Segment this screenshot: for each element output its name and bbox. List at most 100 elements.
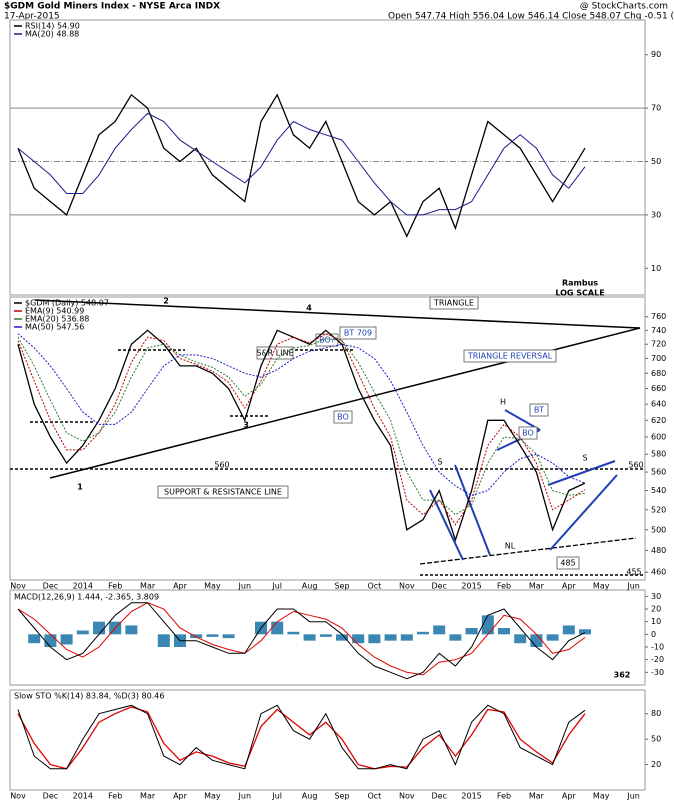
histogram-bar xyxy=(514,634,527,644)
x-tick-label: Nov xyxy=(399,792,415,800)
legend: MACD(12,26,9) 1.444, -2.365, 3.809 xyxy=(14,593,159,602)
x-tick-label: Mar xyxy=(140,582,156,591)
y-tick-label: 10 xyxy=(651,617,661,626)
x-tick-label: Aug xyxy=(302,792,318,800)
annotation-box xyxy=(463,349,557,363)
series-line xyxy=(17,329,586,543)
x-tick-label: May xyxy=(593,792,610,800)
histogram-bar xyxy=(28,634,41,644)
y-tick-label: 80 xyxy=(651,709,661,718)
annotation-box xyxy=(333,410,353,424)
x-tick-label: May xyxy=(593,582,610,591)
x-tick-label: Jul xyxy=(271,582,282,591)
x-tick-label: Oct xyxy=(367,582,381,591)
legend-label: MA(50) 547.56 xyxy=(25,323,84,332)
y-tick-label: 580 xyxy=(651,450,666,459)
histogram-bar xyxy=(465,628,478,635)
x-tick-label: May xyxy=(204,582,221,591)
y-tick-label: 50 xyxy=(651,735,661,744)
annotation: 560 xyxy=(628,461,643,470)
series-line xyxy=(17,704,586,770)
y-tick-label: 520 xyxy=(651,505,666,514)
panel-frame xyxy=(9,296,646,581)
y-tick-label: 660 xyxy=(651,384,666,393)
histogram-bar xyxy=(498,628,510,635)
legend-label: EMA(20) 536.88 xyxy=(25,315,89,324)
x-tick-label: Sep xyxy=(334,582,349,591)
y-tick-label: 600 xyxy=(651,432,666,441)
histogram-bar xyxy=(222,634,235,639)
series-line xyxy=(17,112,586,216)
annotation-box xyxy=(518,426,538,440)
histogram-bar xyxy=(303,634,316,641)
x-tick-label: Jul xyxy=(271,792,282,800)
y-tick-label: 540 xyxy=(651,486,666,495)
histogram-bar xyxy=(530,634,543,647)
histogram-bar xyxy=(287,631,300,635)
annotation: BO xyxy=(522,429,534,438)
x-tick-label: Aug xyxy=(302,582,318,591)
histogram-bar xyxy=(271,621,284,635)
y-tick-label: 760 xyxy=(651,312,666,321)
histogram-bar xyxy=(125,625,138,635)
x-tick-label: Feb xyxy=(108,582,122,591)
y-tick-label: 640 xyxy=(651,400,666,409)
panel-frame xyxy=(9,19,646,296)
annotation-box xyxy=(157,485,289,499)
annotation: S xyxy=(437,458,442,467)
x-tick-label: Mar xyxy=(529,792,545,800)
y-tick-label: -20 xyxy=(651,655,664,664)
histogram-bar xyxy=(60,634,73,645)
y-tick-label: 0 xyxy=(651,630,656,639)
x-tick-label: Apr xyxy=(173,582,188,591)
legend-label: MA(20) 48.88 xyxy=(25,30,79,39)
y-tick-label: 10 xyxy=(651,264,661,273)
y-tick-label: 460 xyxy=(651,568,666,577)
series-line xyxy=(17,602,586,676)
y-tick-label: 90 xyxy=(651,50,661,59)
annotation: 3 xyxy=(243,421,249,430)
annotation: 4 xyxy=(306,304,312,313)
annotation: BO? xyxy=(319,336,335,345)
x-tick-label: Dec xyxy=(43,582,58,591)
y-tick-label: 30 xyxy=(651,210,661,219)
histogram-bar xyxy=(449,634,462,641)
histogram-bar xyxy=(44,634,57,647)
annotations: TRIANGLE BT 709 TRIANGLE REVERSAL BT H S… xyxy=(77,279,643,680)
y-tick-label: 70 xyxy=(651,104,661,113)
chart-date: 17-Apr-2015 xyxy=(4,12,60,22)
x-tick-label: Apr xyxy=(562,582,577,591)
histogram-bar xyxy=(400,634,413,641)
histogram-bar xyxy=(93,621,105,635)
x-tick-label: May xyxy=(204,792,221,800)
legend-label: RSI(14) 54.90 xyxy=(25,22,80,31)
y-tick-label: 500 xyxy=(651,525,666,534)
legend-label: $GDM (Daily) 548.07 xyxy=(25,299,109,308)
histogram-bar xyxy=(562,625,575,635)
y-tick-label: 560 xyxy=(651,468,666,477)
x-tick-label: Mar xyxy=(529,582,545,591)
annotation: 2 xyxy=(163,297,169,306)
annotation: TRIANGLE REVERSAL xyxy=(467,352,553,361)
x-tick-label: Jun xyxy=(626,792,640,800)
annotation: 485 xyxy=(560,559,575,568)
y-tick-label: 50 xyxy=(651,157,661,166)
x-tick-label: Jun xyxy=(626,582,640,591)
x-tick-label: Feb xyxy=(108,792,122,800)
panel-frame xyxy=(9,589,646,686)
annotation-box xyxy=(429,296,479,310)
annotation: NL xyxy=(505,542,516,551)
x-tick-label: Feb xyxy=(497,792,511,800)
histogram-bar xyxy=(417,631,429,635)
annotation: LOG SCALE xyxy=(555,289,604,298)
x-tick-label: Mar xyxy=(140,792,156,800)
annotation-box xyxy=(529,403,549,417)
chart-title: $GDM Gold Miners Index - NYSE Arca INDX xyxy=(4,2,220,12)
panel-frame xyxy=(9,689,646,791)
annotation: TRIANGLE xyxy=(433,299,474,308)
annotation: S&R LINE xyxy=(256,349,293,358)
x-tick-label: 2014 xyxy=(73,792,93,800)
x-tick-label: Apr xyxy=(562,792,577,800)
histogram-bar xyxy=(384,634,397,641)
